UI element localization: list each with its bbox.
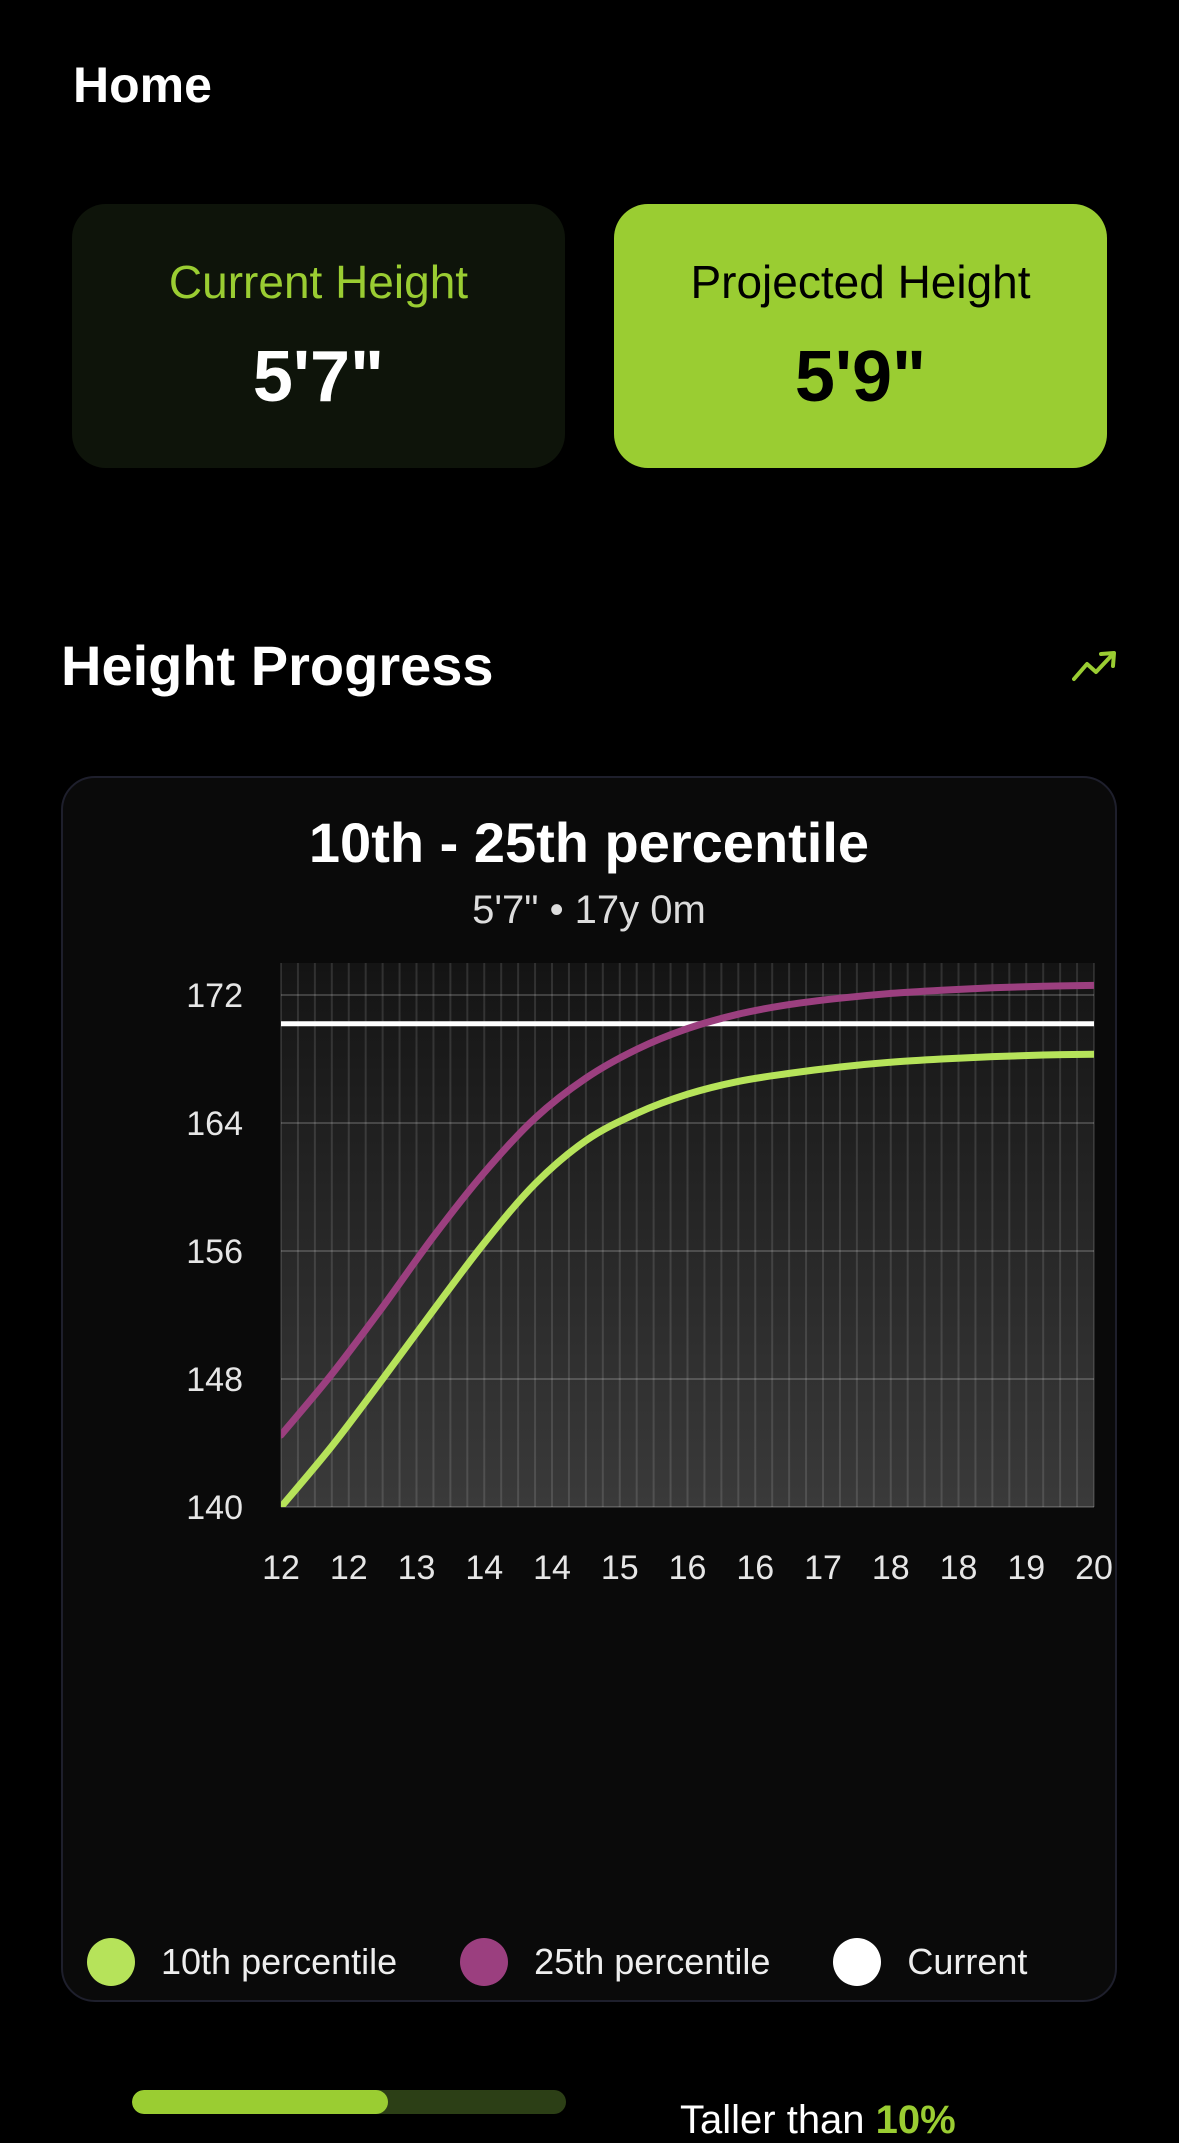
y-axis-labels: 140 148 156 164 172 (186, 977, 243, 1527)
x-axis-labels: 12 12 13 14 14 15 16 16 17 18 18 19 20 (262, 1549, 1113, 1587)
percentile-progress-fill (132, 2090, 389, 2114)
horizontal-gridlines (281, 994, 1094, 1508)
x-tick-label: 18 (872, 1549, 910, 1587)
page-title: Home (73, 57, 212, 113)
x-tick-label: 18 (940, 1549, 978, 1587)
plot-area (281, 963, 1094, 1507)
y-tick-label: 156 (186, 1233, 243, 1271)
vertical-gridlines (280, 963, 1095, 1507)
section-title: Height Progress (61, 634, 494, 697)
current-height-card[interactable]: Current Height 5'7" (72, 204, 565, 468)
chart-legend: 10th percentile 25th percentile Current (87, 1932, 1027, 1992)
x-tick-label: 12 (330, 1549, 368, 1587)
x-tick-label: 17 (804, 1549, 842, 1587)
taller-than-percent: 10% (875, 2098, 956, 2142)
chart-title: 10th - 25th percentile (308, 811, 870, 874)
taller-than-prefix: Taller than (680, 2098, 876, 2142)
projected-height-value: 5'9" (794, 337, 927, 417)
height-chart[interactable]: 140 148 156 164 172 12 12 13 14 14 15 16 16 17 18 18 19… (63, 778, 1115, 1918)
legend-item-25th: 25th percentile (460, 1938, 770, 1986)
series-line-10th-percentile (281, 1050, 1094, 1507)
chart-subtitle: 5'7" • 17y 0m (472, 888, 706, 932)
x-tick-label: 12 (262, 1549, 300, 1587)
series-line-25th-percentile (281, 981, 1094, 1439)
x-tick-label: 14 (465, 1549, 503, 1587)
height-chart-card: 10th - 25th percentile 5'7" • 17y 0m 140… (61, 776, 1117, 2002)
x-tick-label: 19 (1007, 1549, 1045, 1587)
legend-label-current: Current (907, 1941, 1028, 1982)
legend-label-10th: 10th percentile (161, 1941, 398, 1982)
legend-item-10th: 10th percentile (87, 1938, 397, 1986)
y-tick-label: 172 (186, 977, 243, 1015)
y-tick-label: 140 (186, 1489, 243, 1527)
x-tick-label: 13 (398, 1549, 436, 1587)
legend-dot-25th (460, 1938, 509, 1986)
projected-height-card[interactable]: Projected Height 5'9" (614, 204, 1107, 468)
x-tick-label: 15 (601, 1549, 639, 1587)
current-height-value: 5'7" (252, 337, 385, 417)
taller-than-text: Taller than 10% (680, 2098, 956, 2143)
legend-label-25th: 25th percentile (534, 1941, 771, 1982)
trending-up-icon[interactable] (1072, 648, 1118, 682)
legend-dot-current (833, 1938, 882, 1986)
x-tick-label: 16 (736, 1549, 774, 1587)
x-tick-label: 20 (1075, 1549, 1113, 1587)
legend-item-current: Current (833, 1938, 1027, 1986)
series-lines (281, 981, 1094, 1507)
legend-dot-10th (87, 1938, 135, 1986)
current-height-label: Current Height (168, 256, 469, 308)
percentile-progress-bar (132, 2090, 566, 2114)
y-tick-label: 148 (186, 1361, 243, 1399)
y-tick-label: 164 (186, 1105, 243, 1143)
x-tick-label: 14 (533, 1549, 571, 1587)
projected-height-label: Projected Height (690, 256, 1031, 308)
x-tick-label: 16 (669, 1549, 707, 1587)
